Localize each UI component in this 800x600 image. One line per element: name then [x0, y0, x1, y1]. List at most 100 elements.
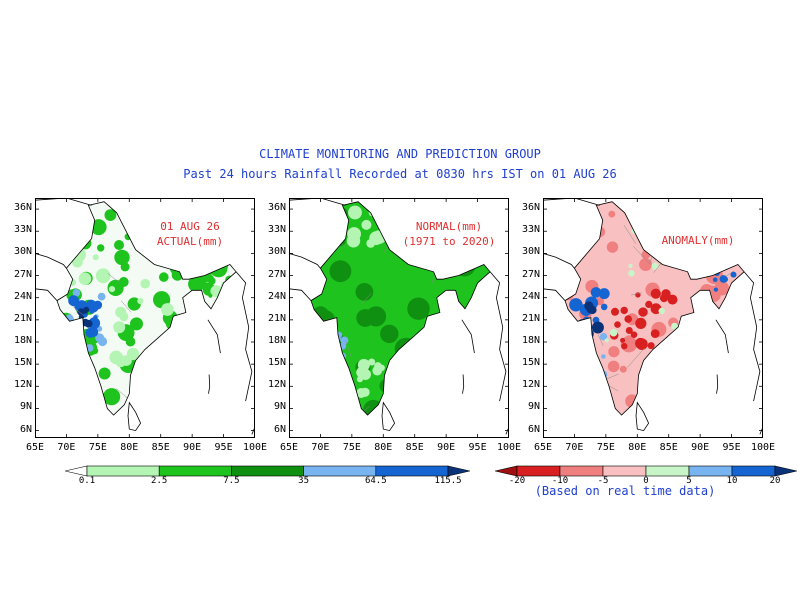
rainfall-colorbar-segment	[86, 465, 160, 477]
lon-tick-label: 85E	[405, 442, 424, 453]
anomaly-colorbar-graphic	[494, 465, 798, 477]
anomaly-colorbar-label: 20	[769, 476, 781, 486]
lat-tick-label: 21N	[267, 312, 286, 324]
lat-tick-label: 24N	[267, 290, 286, 302]
lon-tick-label: 100E	[750, 442, 776, 453]
lon-tick-label: 100E	[496, 442, 522, 453]
lat-tick-label: 24N	[13, 290, 32, 302]
lat-tick-label: 18N	[13, 335, 32, 346]
lat-tick-label: 27N	[13, 268, 32, 280]
anomaly-colorbar-segment	[688, 465, 733, 477]
lat-tick-label: 9N	[19, 401, 32, 413]
anomaly-colorbar-label: -20	[508, 476, 526, 486]
lat-tick-label: 33N	[521, 224, 540, 236]
lat-tick-label: 27N	[521, 268, 540, 280]
anomaly-colorbar-segment	[494, 465, 518, 477]
panel-sublabel-actual: ACTUAL(mm)	[156, 235, 224, 248]
lat-tick-label: 15N	[13, 357, 32, 369]
lon-tick-label: 90E	[691, 442, 710, 453]
rainfall-colorbar-segment	[231, 465, 304, 477]
rainfall-colorbar-segment	[447, 465, 471, 477]
anomaly-colorbar-label: -10	[551, 476, 569, 486]
lat-tick-label: 6N	[19, 423, 32, 435]
map-panel-normal: NORMAL(mm) (1971 to 2020)	[289, 198, 509, 438]
panel-label-actual: 01 AUG 26	[160, 220, 220, 233]
rainfall-colorbar-segment	[64, 465, 88, 477]
rainfall-colorbar-label: 115.5	[434, 476, 462, 486]
lon-tick-label: 65E	[533, 442, 553, 453]
lon-tick-label: 70E	[57, 442, 76, 453]
anomaly-colorbar-label: 5	[686, 476, 692, 486]
lat-tick-label: 12N	[267, 379, 286, 391]
rainfall-colorbar-segment	[375, 465, 449, 477]
map-actual	[35, 198, 255, 438]
anomaly-colorbar-segment	[602, 465, 647, 477]
rainfall-colorbar-label: 0.1	[78, 476, 96, 486]
lat-tick-label: 18N	[521, 335, 540, 346]
panel-sublabel-normal: (1971 to 2020)	[402, 235, 496, 248]
lon-tick-label: 95E	[468, 442, 487, 453]
header-title: CLIMATE MONITORING AND PREDICTION GROUP	[259, 147, 541, 161]
rainfall-colorbar-label: 2.5	[151, 476, 168, 486]
lon-tick-label: 65E	[279, 442, 299, 453]
anomaly-colorbar-label: 10	[726, 476, 738, 486]
lat-tick-label: 12N	[13, 379, 32, 391]
map-panel-actual: 01 AUG 26 ACTUAL(mm)	[35, 198, 255, 438]
anomaly-colorbar-segment	[516, 465, 561, 477]
rainfall-colorbar-segment	[158, 465, 232, 477]
lon-tick-label: 75E	[596, 442, 615, 453]
rainfall-colorbar-label: 64.5	[364, 476, 387, 486]
anomaly-colorbar-label: -5	[597, 476, 609, 486]
lat-tick-label: 9N	[273, 401, 286, 413]
lat-tick-label: 24N	[521, 290, 540, 302]
lon-tick-label: 80E	[374, 442, 393, 453]
anomaly-colorbar-segment	[731, 465, 776, 477]
lon-tick-label: 85E	[151, 442, 170, 453]
lon-tick-label: 90E	[437, 442, 456, 453]
lat-tick-label: 36N	[13, 202, 32, 214]
lat-tick-label: 33N	[267, 224, 286, 236]
anomaly-colorbar: -20 -10 -5 0 5 10 20	[494, 462, 798, 486]
lon-tick-label: 75E	[342, 442, 361, 453]
lat-tick-label: 33N	[13, 224, 32, 236]
rainfall-colorbar-label: 7.5	[223, 476, 240, 486]
lat-tick-label: 15N	[267, 357, 286, 369]
lon-tick-label: 85E	[659, 442, 678, 453]
lon-tick-label: 80E	[628, 442, 647, 453]
header-subtitle: Past 24 hours Rainfall Recorded at 0830 …	[183, 167, 617, 181]
map-panel-anomaly: ANOMALY(mm)	[543, 198, 763, 438]
lat-tick-label: 21N	[13, 312, 32, 324]
lat-tick-label: 15N	[521, 357, 540, 369]
lon-tick-label: 80E	[120, 442, 139, 453]
rainfall-colorbar: 0.1 2.5 7.5 35 64.5 115.5	[64, 462, 471, 486]
anomaly-note: (Based on real time data)	[534, 484, 716, 498]
lon-tick-label: 70E	[311, 442, 330, 453]
map-normal	[289, 198, 509, 438]
lat-tick-label: 6N	[527, 423, 540, 435]
anomaly-colorbar-segment	[559, 465, 604, 477]
lon-tick-label: 100E	[242, 442, 268, 453]
lat-tick-label: 30N	[13, 246, 32, 258]
lon-tick-label: 65E	[25, 442, 45, 453]
lon-tick-label: 70E	[565, 442, 584, 453]
lon-tick-label: 90E	[183, 442, 202, 453]
lat-tick-label: 27N	[267, 268, 286, 280]
lon-tick-label: 75E	[88, 442, 107, 453]
lat-tick-label: 9N	[527, 401, 540, 413]
anomaly-colorbar-segment	[774, 465, 798, 477]
panel-label-anomaly: ANOMALY(mm)	[661, 234, 735, 247]
lat-tick-label: 21N	[521, 312, 540, 324]
rainfall-colorbar-segment	[303, 465, 377, 477]
rainfall-colorbar-label: 35	[298, 476, 310, 486]
lat-tick-label: 18N	[267, 335, 286, 346]
lat-tick-label: 30N	[521, 246, 540, 258]
map-anomaly	[543, 198, 763, 438]
lat-tick-label: 30N	[267, 246, 286, 258]
lat-tick-label: 36N	[521, 202, 540, 214]
lat-tick-label: 12N	[521, 379, 540, 391]
panel-label-normal: NORMAL(mm)	[415, 220, 483, 233]
lat-tick-label: 6N	[273, 423, 286, 435]
anomaly-colorbar-label: 0	[643, 476, 649, 486]
anomaly-colorbar-segment	[645, 465, 690, 477]
lon-tick-label: 95E	[722, 442, 741, 453]
